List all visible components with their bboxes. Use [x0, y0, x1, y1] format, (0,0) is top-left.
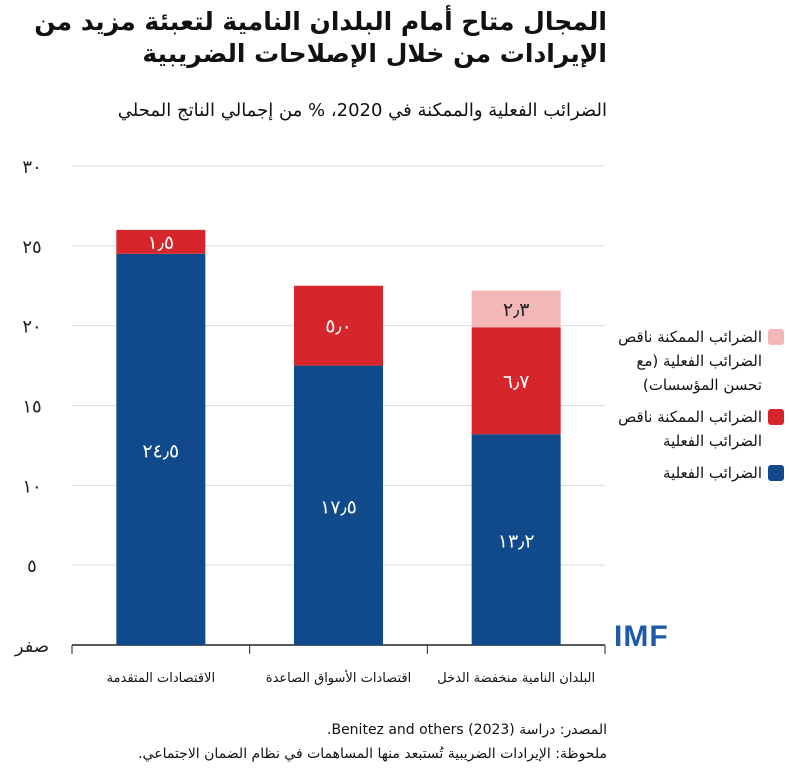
chart-subtitle: الضرائب الفعلية والممكنة في 2020، % من إ… [117, 100, 607, 121]
legend-item-institutions: الضرائب الممكنة ناقص الضرائب الفعلية (مع… [606, 325, 784, 397]
legend-label: الضرائب الممكنة ناقص الضرائب الفعلية (مع… [618, 328, 762, 394]
legend-swatch [768, 329, 784, 345]
chart-title: المجال متاح أمام البلدان النامية لتعبئة … [34, 7, 607, 68]
y-tick-label: ٣٠ [22, 157, 41, 178]
bar-segment [116, 229, 206, 254]
data-label: ١٫٥ [148, 232, 175, 254]
bar-segment [294, 285, 383, 366]
data-label: ٥٫٠ [325, 316, 352, 338]
notes: المصدر: دراسة (2023) Benitez and others.… [0, 718, 607, 766]
bar-segment [471, 434, 561, 645]
bar-segment [116, 253, 206, 646]
x-tick-label: اقتصادات الأسواق الصاعدة [266, 669, 411, 686]
y-tick-label: ٢٥ [22, 237, 41, 258]
source-note: المصدر: دراسة (2023) Benitez and others. [327, 722, 607, 738]
legend-item-actual: الضرائب الفعلية [606, 461, 784, 485]
x-tick-label: الاقتصادات المتقدمة [107, 671, 216, 686]
y-tick-label: ١٠ [22, 476, 41, 497]
data-label: ٢٤٫٥ [142, 440, 179, 462]
legend-swatch [768, 409, 784, 425]
bar-segment [471, 327, 561, 435]
legend-label: الضرائب الفعلية [663, 464, 762, 482]
data-label: ٦٫٧ [503, 371, 530, 393]
legend: الضرائب الممكنة ناقص الضرائب الفعلية (مع… [606, 325, 784, 493]
y-tick-label: ٢٠ [22, 317, 41, 338]
y-tick-label: صفر [14, 636, 49, 657]
legend-item-potential: الضرائب الممكنة ناقص الضرائب الفعلية [606, 405, 784, 453]
data-label: ١٣٫٢ [498, 531, 535, 553]
bar-segment [294, 365, 383, 645]
data-label: ١٧٫٥ [320, 496, 357, 518]
imf-logo: IMF [614, 620, 669, 653]
y-tick-label: ١٥ [22, 397, 41, 418]
footnote: ملحوظة: الإيرادات الضريبية تُستبعد منها … [138, 746, 607, 762]
legend-swatch [768, 465, 784, 481]
bar-segment [471, 290, 561, 328]
x-tick-label: البلدان النامية منخفضة الدخل [437, 671, 595, 686]
legend-label: الضرائب الممكنة ناقص الضرائب الفعلية [618, 408, 762, 450]
y-tick-label: ٥ [27, 556, 37, 577]
data-label: ٢٫٣ [503, 299, 530, 321]
